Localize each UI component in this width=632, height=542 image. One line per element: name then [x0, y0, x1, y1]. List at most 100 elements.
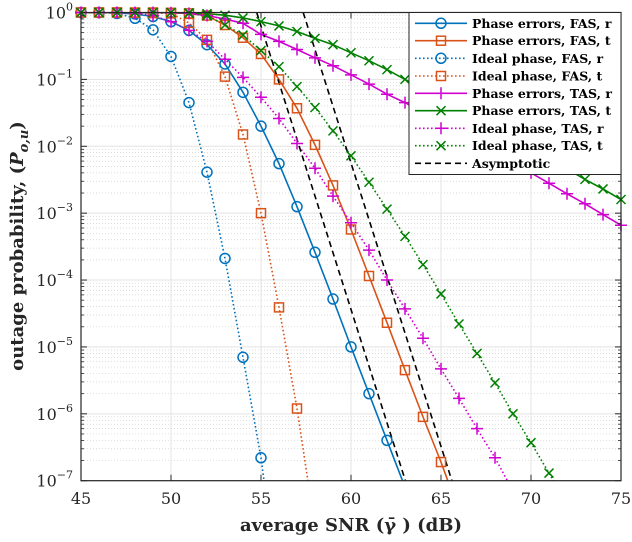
series-phase-errors-tas-r-point: [291, 43, 303, 56]
series-phase-errors-fas-r-point: [237, 86, 249, 99]
series-phase-errors-fas-t-point: [399, 364, 411, 376]
series-ideal-phase-fas-r-point: [201, 166, 213, 178]
series-phase-errors-fas-r-point: [381, 434, 393, 447]
series-ideal-phase-tas-r-point: [219, 53, 231, 66]
y-tick-label: 10−1: [36, 67, 73, 89]
y-tick-base: 10: [36, 338, 56, 357]
series-ideal-phase-tas-t-point: [183, 8, 195, 19]
series-phase-errors-fas-t-point: [255, 48, 267, 60]
series-ideal-phase-tas-t-point: [381, 204, 393, 215]
series-phase-errors-tas-t-point: [327, 39, 339, 50]
series-asymptotic-line: [302, 12, 453, 481]
legend: Phase errors, FAS, r Phase errors, FAS, t…: [408, 12, 622, 175]
series-ideal-phase-tas-t-point: [327, 125, 339, 136]
y-tick-base: 10: [36, 137, 56, 156]
series-ideal-phase-tas-r-point: [291, 137, 303, 150]
y-tick-label: 10−2: [36, 134, 73, 156]
series-ideal-phase-fas-r-point: [237, 351, 249, 364]
series-ideal-phase-tas-t-point: [525, 437, 537, 448]
y-tick-base: 10: [46, 4, 66, 23]
series-phase-errors-tas-r-point: [597, 208, 609, 221]
series-ideal-phase-fas-t-line: [81, 12, 309, 481]
y-tick-label: 10−6: [36, 402, 73, 424]
series-phase-errors-tas-t-point: [291, 26, 303, 37]
series-ideal-phase-fas-r-point: [255, 452, 267, 464]
y-tick-label: 10−3: [36, 201, 73, 223]
y-tick-exponent: −5: [57, 335, 73, 348]
series-phase-errors-tas-r-point: [255, 28, 267, 41]
legend-marker-x-icon: [435, 105, 447, 116]
series-phase-errors-fas-t-point: [237, 32, 249, 43]
series-ideal-phase-fas-r-point: [183, 96, 195, 109]
legend-entry-label: Ideal phase, TAS, t: [472, 138, 603, 153]
series-ideal-phase-tas-t-point: [345, 150, 357, 161]
y-tick-base: 10: [36, 405, 56, 424]
series-phase-errors-fas-r-point: [291, 200, 303, 213]
y-tick-exponent: −6: [57, 402, 73, 415]
series-phase-errors-tas-t-point: [597, 183, 609, 194]
series-ideal-phase-fas-t-point: [219, 71, 231, 82]
series-ideal-phase-tas-r-point: [309, 162, 321, 175]
series-ideal-phase-tas-t-line: [81, 12, 555, 481]
y-axis-label-symbol: P: [7, 152, 28, 167]
y-tick-label: 10−4: [36, 268, 73, 290]
series-ideal-phase-tas-r-point: [471, 422, 483, 435]
series-phase-errors-tas-r-point: [237, 17, 249, 30]
series-phase-errors-fas-t-point: [291, 103, 303, 114]
legend-entry-label: Phase errors, FAS, t: [472, 33, 611, 48]
series-ideal-phase-tas-t-point: [435, 288, 447, 299]
legend-box: [408, 12, 622, 175]
series-phase-errors-tas-t-point: [237, 12, 249, 23]
series-phase-errors-fas-r-point: [273, 157, 285, 170]
series-phase-errors-tas-r-point: [345, 68, 357, 81]
series-phase-errors-fas-r-point: [255, 120, 267, 132]
series-phase-errors-tas-t-point: [201, 8, 213, 19]
y-tick-base: 10: [36, 472, 56, 491]
series-ideal-phase-tas-r-point: [345, 216, 357, 229]
series-phase-errors-fas-t-point: [381, 317, 393, 328]
series-phase-errors-fas-r-point: [309, 246, 321, 259]
series-phase-errors-tas-r-point: [561, 187, 573, 200]
series-phase-errors-fas-t-point: [363, 270, 375, 282]
series-ideal-phase-tas-r-point: [381, 274, 393, 287]
series-phase-errors-fas-r-point: [327, 293, 339, 305]
series-ideal-phase-tas-r-point: [255, 91, 267, 104]
series-ideal-phase-tas-t-point: [507, 408, 519, 419]
series-phase-errors-tas-r-point: [273, 35, 285, 48]
series-ideal-phase-tas-r-point: [237, 71, 249, 84]
y-tick-base: 10: [36, 271, 56, 290]
series-ideal-phase-tas-t-point: [471, 348, 483, 359]
series-ideal-phase-tas-t-point: [309, 102, 321, 113]
series-ideal-phase-tas-r-point: [201, 35, 213, 48]
series-phase-errors-fas-t-line: [81, 12, 449, 481]
series-ideal-phase-fas-r-point: [147, 24, 159, 36]
series-ideal-phase-tas-r-point: [453, 392, 465, 405]
legend-marker-square-icon: [435, 70, 447, 82]
series-ideal-phase-tas-t-point: [255, 45, 267, 56]
x-axis-label: average SNR (γ̄ ) (dB): [240, 515, 462, 536]
series-phase-errors-tas-t-point: [381, 64, 393, 75]
series-phase-errors-fas-t-point: [417, 411, 429, 423]
series-ideal-phase-fas-t-point: [273, 302, 285, 313]
series-ideal-phase-tas-t-point: [543, 468, 555, 479]
series-ideal-phase-tas-t-point: [291, 81, 303, 92]
legend-marker-circle-icon: [435, 52, 447, 65]
y-tick-exponent: −3: [57, 201, 73, 214]
x-tick-label: 65: [431, 489, 451, 508]
series-phase-errors-fas-t-point: [273, 74, 285, 85]
x-tick-label: 55: [251, 489, 271, 508]
y-tick-exponent: −4: [57, 268, 73, 281]
series-ideal-phase-tas-t-point: [363, 177, 375, 188]
legend-marker-x-icon: [435, 140, 447, 151]
series-ideal-phase-tas-t-point: [273, 61, 285, 72]
series-phase-errors-tas-t-point: [309, 33, 321, 44]
legend-entry-label: Ideal phase, FAS, r: [472, 51, 603, 66]
y-tick-label: 10−7: [36, 469, 73, 491]
y-axis-label-text: outage probability, (: [7, 166, 28, 371]
legend-marker-square-icon: [435, 35, 447, 46]
series-ideal-phase-tas-t-point: [417, 259, 429, 270]
series-ideal-phase-fas-t-point: [291, 403, 303, 414]
series-ideal-phase-tas-r-point: [273, 112, 285, 125]
